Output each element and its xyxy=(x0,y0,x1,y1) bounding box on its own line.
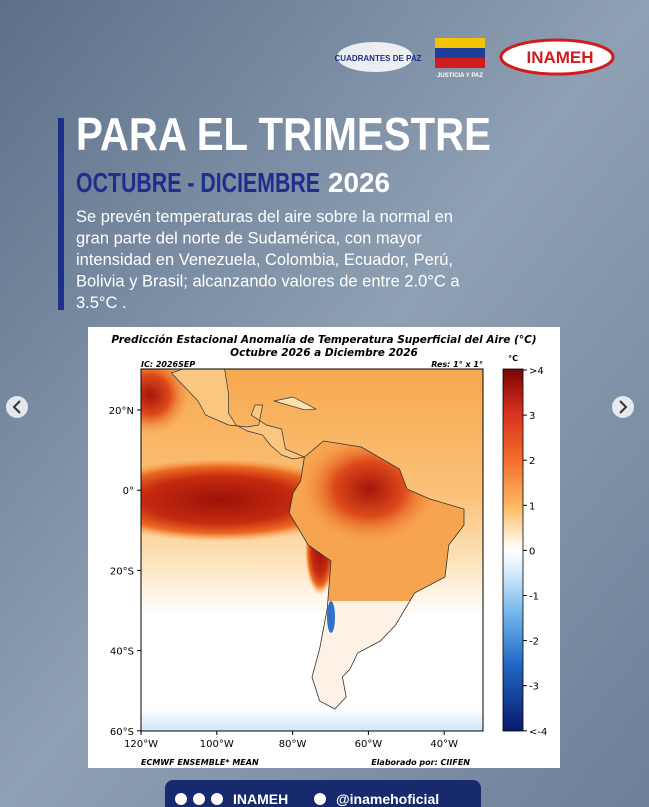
logo-text: JUSTICIA Y PAZ xyxy=(437,73,483,79)
colorbar-label: 1 xyxy=(529,501,535,512)
social-icon xyxy=(193,793,205,805)
map-res: Res: 1° x 1° xyxy=(431,360,483,369)
headline-period: OCTUBRE - DICIEMBRE xyxy=(76,167,320,198)
plot-frame xyxy=(140,368,484,732)
lon-label: 120°W xyxy=(124,739,158,750)
colorbar-label: 2 xyxy=(529,456,535,467)
body-line: 3.5°C . xyxy=(76,294,127,312)
map-plot xyxy=(141,369,483,731)
map-title: Predicción Estacional Anomalía de Temper… xyxy=(111,334,536,346)
lon-label: 100°W xyxy=(200,739,234,750)
carousel-next[interactable] xyxy=(612,396,634,418)
logo-badge xyxy=(499,38,615,76)
colorbar-label: -3 xyxy=(529,682,539,693)
map-footer: Elaborado por: CIIFEN xyxy=(371,758,470,767)
body-line: Se prevén temperaturas del aire sobre la… xyxy=(76,208,453,226)
lat-label: 20°S xyxy=(110,566,134,577)
colorbar-label: 3 xyxy=(529,411,535,422)
logo-badge xyxy=(337,42,413,72)
body-line: gran parte del norte de Sudamérica, con … xyxy=(76,230,422,248)
lon-label: 80°W xyxy=(279,739,307,750)
colorbar-label: -2 xyxy=(529,637,539,648)
warm-plume xyxy=(141,369,190,435)
colorbar xyxy=(502,368,524,732)
lat-label: 0° xyxy=(123,486,134,497)
colorbar-label: >4 xyxy=(529,366,544,377)
land xyxy=(170,369,306,460)
lat-label: 20°N xyxy=(109,406,134,417)
headline-year: 2026 xyxy=(328,167,390,198)
headline-title: PARA EL TRIMESTRE xyxy=(76,108,491,160)
logos: CUADRANTES DE PAZ JUSTICIA Y PAZ INAMEH xyxy=(335,38,615,79)
body-text: Se prevén temperaturas del aire sobre la… xyxy=(76,208,460,312)
logo-text: INAMEH xyxy=(526,48,593,67)
colorbar-label: -1 xyxy=(529,592,539,603)
map-footer: ECMWF ENSEMBLE* MEAN xyxy=(141,758,259,767)
map-title: Octubre 2026 a Diciembre 2026 xyxy=(230,347,418,359)
land xyxy=(273,396,318,411)
flag-stripe xyxy=(435,48,485,58)
accent-bar xyxy=(58,118,64,310)
social-icon xyxy=(211,793,223,805)
social-icon xyxy=(175,793,187,805)
social-handle: @inamehoficial xyxy=(336,791,439,807)
logo-text: CUADRANTES DE PAZ xyxy=(335,54,422,63)
social-icon xyxy=(314,793,326,805)
lat-label: 40°S xyxy=(110,647,134,658)
body-line: Bolivia y Brasil; alcanzando valores de … xyxy=(76,273,460,291)
social-bar xyxy=(165,780,481,807)
body-line: intensidad en Venezuela, Colombia, Ecuad… xyxy=(76,251,453,269)
coastline xyxy=(288,440,465,710)
flag-stripe xyxy=(435,58,485,68)
andes-cold xyxy=(327,601,335,633)
lat-label: 60°S xyxy=(110,727,134,738)
flag-stripe xyxy=(435,38,485,48)
lon-label: 40°W xyxy=(430,739,458,750)
colorbar-label: 0 xyxy=(529,546,535,557)
carousel-prev[interactable] xyxy=(6,396,28,418)
map-ic: IC: 2026SEP xyxy=(141,360,195,369)
colorbar-label: <-4 xyxy=(529,727,547,738)
social-name: INAMEH xyxy=(233,791,288,807)
lon-label: 60°W xyxy=(355,739,383,750)
colorbar-unit: °C xyxy=(508,354,518,363)
